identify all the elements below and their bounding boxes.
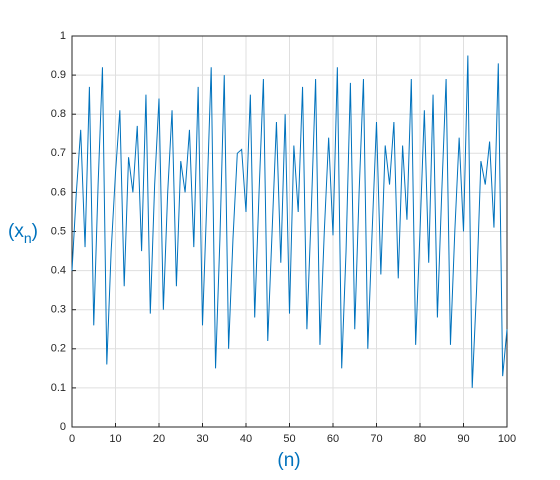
y-label-main: (x [8, 221, 24, 242]
y-label-sub: n [24, 230, 32, 246]
plot-frame [71, 35, 508, 428]
y-tick-label: 0 [60, 421, 66, 433]
x-tick-label: 70 [370, 433, 382, 445]
y-tick-label: 0.3 [51, 304, 66, 316]
x-tick-label: 100 [498, 433, 516, 445]
y-axis-label: (xn) [8, 221, 38, 246]
y-tick-label: 0.9 [51, 69, 66, 81]
y-tick-label: 1 [60, 30, 66, 42]
y-tick-label: 0.2 [51, 343, 66, 355]
x-tick-label: 60 [327, 433, 339, 445]
y-tick-label: 0.6 [51, 186, 66, 198]
x-tick-label: 0 [69, 433, 75, 445]
x-tick-label: 20 [153, 433, 165, 445]
y-tick-label: 0.5 [51, 225, 66, 237]
x-axis-label: (n) [277, 450, 300, 471]
data-line [71, 55, 508, 388]
y-tick-label: 0.8 [51, 108, 66, 120]
x-tick-label: 90 [457, 433, 469, 445]
x-tick-label: 40 [240, 433, 252, 445]
y-tick-label: 0.4 [51, 265, 66, 277]
y-tick-label: 0.7 [51, 147, 66, 159]
x-tick-label: 30 [196, 433, 208, 445]
y-tick-label: 0.1 [51, 382, 66, 394]
x-tick-label: 80 [414, 433, 426, 445]
x-tick-label: 10 [109, 433, 121, 445]
x-tick-label: 50 [283, 433, 295, 445]
y-label-close: ) [32, 221, 38, 242]
